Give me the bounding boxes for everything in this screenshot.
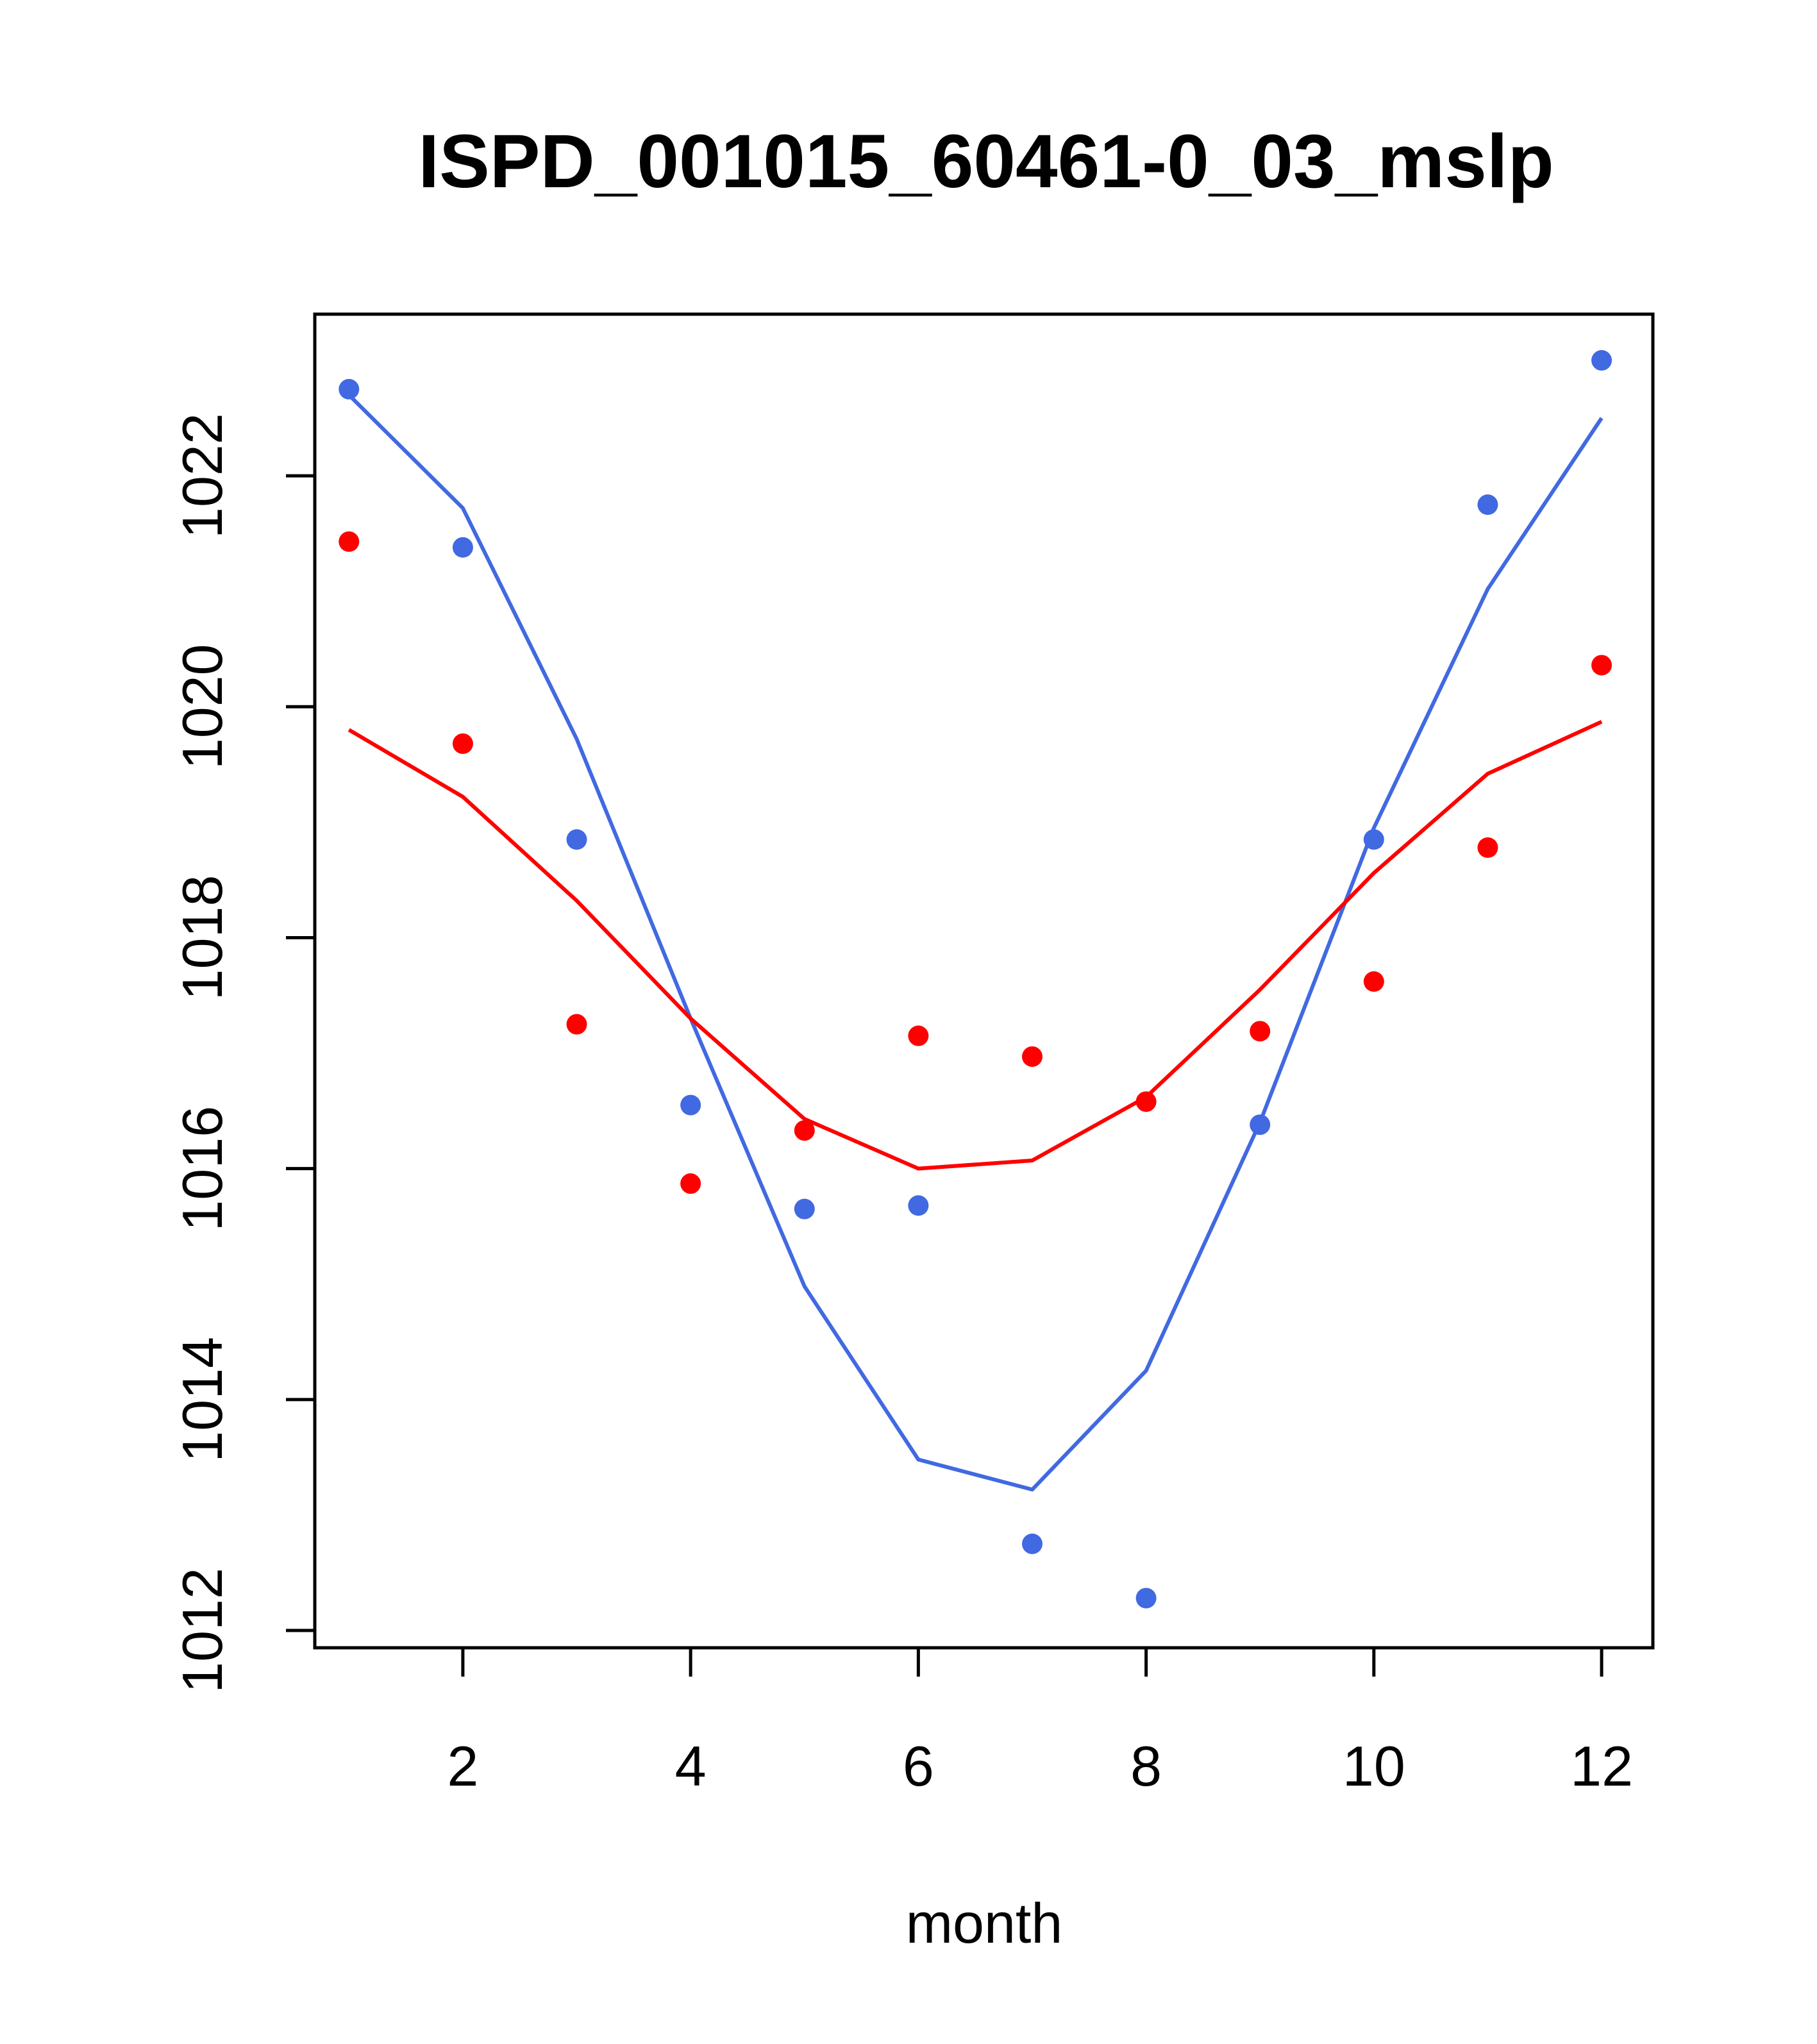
red-data-point	[1135, 1091, 1157, 1112]
blue-data-point	[1021, 1533, 1042, 1554]
red-line	[347, 719, 1603, 1171]
y-tick-label: 1018	[171, 875, 234, 1001]
blue-data-point	[908, 1195, 929, 1216]
x-tick-label: 12	[1570, 1734, 1633, 1798]
y-tick-label: 1014	[171, 1337, 234, 1462]
x-axis: 2 4 6 8 10 12	[447, 1646, 1633, 1798]
blue-data-point	[1363, 829, 1384, 850]
series-layer	[339, 350, 1612, 1609]
blue-data-point	[794, 1198, 815, 1219]
red-data-point	[452, 733, 473, 754]
red-data-point	[1591, 655, 1612, 676]
red-data-point	[1250, 1021, 1271, 1042]
blue-data-point	[566, 829, 587, 850]
blue-data-point	[1135, 1587, 1157, 1609]
x-tick-label: 8	[1130, 1734, 1162, 1798]
blue-points	[339, 350, 1612, 1609]
red-data-point	[1477, 837, 1498, 858]
y-tick-label: 1016	[171, 1106, 234, 1232]
blue-data-point	[1477, 494, 1498, 515]
chart-title: ISPD_001015_60461-0_03_mslp	[418, 119, 1553, 204]
y-axis: 1012 1014 1016 1018 1020 1022	[171, 413, 317, 1693]
red-data-point	[794, 1120, 815, 1141]
red-points	[339, 531, 1612, 1194]
red-data-point	[1363, 971, 1384, 992]
blue-data-point	[1250, 1114, 1271, 1135]
x-tick-label: 2	[447, 1734, 478, 1798]
x-tick-label: 10	[1343, 1734, 1405, 1798]
blue-data-point	[452, 537, 473, 558]
y-tick-label: 1022	[171, 413, 234, 539]
red-data-point	[680, 1173, 701, 1194]
x-axis-label: month	[906, 1891, 1063, 1955]
x-tick-label: 6	[903, 1734, 934, 1798]
blue-data-point	[680, 1094, 701, 1116]
y-tick-label: 1020	[171, 644, 234, 769]
blue-data-point	[339, 379, 360, 400]
y-tick-label: 1012	[171, 1568, 234, 1693]
plot-frame	[313, 312, 1655, 1650]
blue-data-point	[1591, 350, 1612, 371]
red-data-point	[339, 531, 360, 552]
red-data-point	[908, 1025, 929, 1046]
red-data-point	[566, 1014, 587, 1035]
blue-line	[347, 393, 1603, 1492]
x-tick-label: 4	[675, 1734, 707, 1798]
red-data-point	[1021, 1046, 1042, 1067]
